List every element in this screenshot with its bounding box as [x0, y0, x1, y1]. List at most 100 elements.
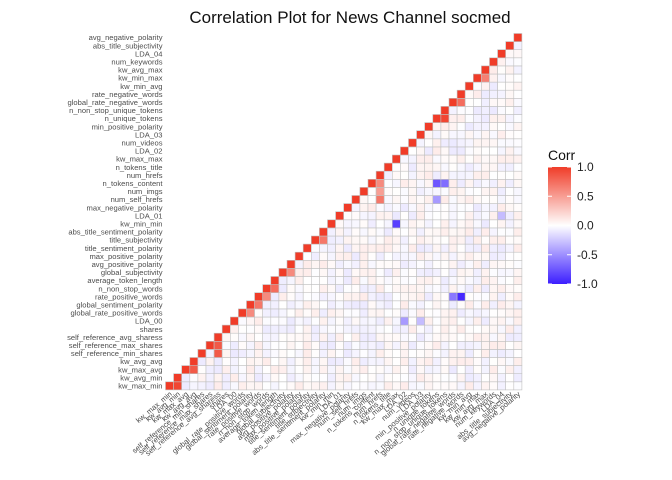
y-tick-label: rate_positive_words: [95, 292, 163, 301]
heatmap-cell: [286, 381, 296, 391]
heatmap-cell: [416, 219, 426, 229]
heatmap-cell: [456, 227, 466, 237]
heatmap-cell: [351, 316, 361, 326]
heatmap-cell: [335, 284, 345, 294]
heatmap-cell: [278, 308, 288, 318]
heatmap-cell: [464, 122, 474, 131]
heatmap-cell: [424, 195, 434, 204]
heatmap-cell: [481, 316, 490, 326]
heatmap-cell: [335, 251, 345, 261]
y-tick-label: abs_title_sentiment_polarity: [68, 228, 162, 237]
legend: Corr 1.0 0.5 0.0 -0.5 -1.0: [548, 147, 598, 291]
heatmap-cell: [400, 381, 409, 391]
y-tick-label: min_positive_polarity: [92, 122, 163, 131]
heatmap-cell: [343, 365, 353, 375]
heatmap-cell: [505, 81, 515, 91]
heatmap-cell: [456, 235, 466, 245]
heatmap-cell: [302, 243, 312, 253]
heatmap-cell: [302, 324, 312, 334]
heatmap-cell: [497, 170, 507, 180]
heatmap-cell: [327, 235, 336, 245]
heatmap-cell: [367, 235, 377, 245]
heatmap-cell: [383, 179, 393, 188]
heatmap-cell: [327, 276, 336, 285]
y-tick-label: avg_positive_polarity: [92, 260, 163, 269]
heatmap-cell: [481, 146, 490, 156]
heatmap-cell: [464, 324, 474, 334]
heatmap-cell: [408, 381, 417, 391]
heatmap-cell: [497, 162, 507, 172]
heatmap-cell: [464, 81, 474, 91]
heatmap-cell: [359, 251, 369, 261]
heatmap-cell: [424, 122, 434, 131]
heatmap-cell: [262, 308, 272, 318]
heatmap-cell: [481, 292, 490, 302]
heatmap-cell: [294, 300, 304, 310]
heatmap-cell: [246, 340, 255, 350]
heatmap-cell: [335, 332, 345, 342]
heatmap-cell: [254, 365, 264, 375]
heatmap-cell: [481, 219, 490, 229]
heatmap-cell: [173, 373, 183, 383]
heatmap-cell: [416, 332, 426, 342]
heatmap-cell: [335, 324, 345, 334]
heatmap-cell: [278, 292, 288, 302]
heatmap-cell: [294, 259, 304, 269]
heatmap-cell: [440, 219, 450, 229]
heatmap-cell: [432, 381, 442, 391]
heatmap-cell: [432, 332, 442, 342]
heatmap-cell: [246, 316, 255, 326]
heatmap-cell: [440, 138, 450, 148]
heatmap-cell: [424, 292, 434, 302]
heatmap-cell: [294, 276, 304, 285]
heatmap-cell: [448, 162, 458, 172]
heatmap-cell: [513, 65, 523, 75]
heatmap-cell: [416, 211, 426, 221]
heatmap-cell: [497, 300, 507, 310]
heatmap-cell: [400, 170, 409, 180]
heatmap-cell: [472, 308, 482, 318]
heatmap-cell: [351, 259, 361, 269]
heatmap-cell: [230, 340, 239, 350]
heatmap-cell: [424, 211, 434, 221]
heatmap-cell: [310, 235, 320, 245]
heatmap-cell: [310, 316, 320, 326]
heatmap-cell: [359, 381, 369, 391]
heatmap-cell: [400, 179, 409, 188]
heatmap-cell: [391, 357, 401, 366]
heatmap-cell: [489, 146, 498, 156]
heatmap-cell: [448, 211, 458, 221]
heatmap-cell: [302, 373, 312, 383]
heatmap-cell: [302, 365, 312, 375]
heatmap-cell: [464, 243, 474, 253]
heatmap-cell: [432, 324, 442, 334]
heatmap-cell: [238, 373, 247, 383]
heatmap-cell: [472, 98, 482, 107]
heatmap-cell: [481, 106, 490, 115]
heatmap-cell: [238, 340, 247, 350]
heatmap-cell: [359, 276, 369, 285]
heatmap-cell: [238, 357, 247, 366]
heatmap-cell: [416, 340, 426, 350]
heatmap-cell: [246, 381, 255, 391]
y-tick-label: self_reference_max_shares: [69, 341, 163, 350]
heatmap-cell: [238, 365, 247, 375]
y-tick-label: avg_negative_polarity: [89, 33, 163, 42]
heatmap-cell: [383, 235, 393, 245]
heatmap-cell: [472, 373, 482, 383]
heatmap-cell: [424, 170, 434, 180]
heatmap-cell: [432, 340, 442, 350]
heatmap-cell: [343, 284, 353, 294]
heatmap-cell: [335, 268, 345, 277]
heatmap-cell: [432, 349, 442, 358]
y-tick-label: num_self_hrefs: [111, 195, 163, 204]
heatmap-cell: [513, 227, 523, 237]
heatmap-cell: [448, 114, 458, 123]
heatmap-cell: [416, 170, 426, 180]
heatmap-cell: [472, 89, 482, 99]
heatmap-cell: [408, 365, 417, 375]
heatmap-cell: [375, 195, 385, 204]
heatmap-cell: [472, 365, 482, 375]
heatmap-cell: [408, 211, 417, 221]
heatmap-cell: [391, 292, 401, 302]
